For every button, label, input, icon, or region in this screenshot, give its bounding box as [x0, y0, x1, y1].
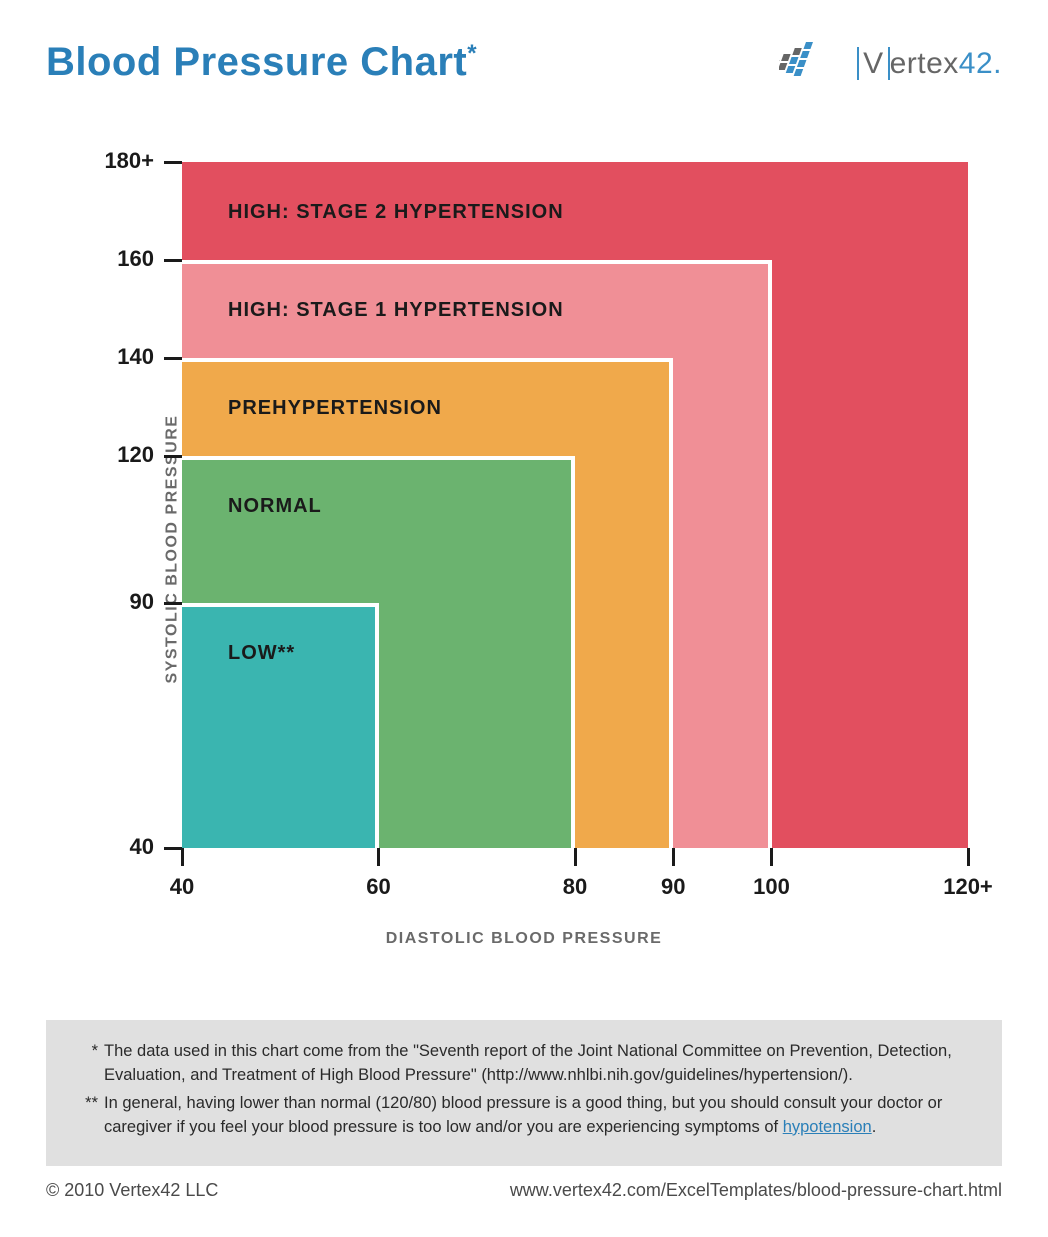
x-tick-label: 40: [170, 874, 194, 900]
x-tick: [574, 848, 577, 866]
logo-text-42: 42: [959, 47, 993, 80]
chart: SYSTOLIC BLOOD PRESSURE HIGH: STAGE 2 HY…: [46, 146, 1002, 986]
region-label-stage1: HIGH: STAGE 1 HYPERTENSION: [228, 299, 564, 322]
plot-area: HIGH: STAGE 2 HYPERTENSION HIGH: STAGE 1 …: [182, 162, 968, 848]
x-tick-label: 120+: [943, 874, 993, 900]
x-tick: [967, 848, 970, 866]
y-tick: [164, 259, 182, 262]
copyright-text: © 2010 Vertex42 LLC: [46, 1180, 218, 1201]
bottom-bar: © 2010 Vertex42 LLC www.vertex42.com/Exc…: [46, 1166, 1002, 1201]
y-tick: [164, 602, 182, 605]
y-tick-label: 120: [84, 442, 154, 468]
logo-mark-icon: [779, 42, 841, 86]
x-tick-label: 60: [366, 874, 390, 900]
title-text: Blood Pressure Chart: [46, 40, 467, 84]
x-tick: [672, 848, 675, 866]
footnote-box: *The data used in this chart come from t…: [46, 1020, 1002, 1166]
footnote-row: *The data used in this chart come from t…: [72, 1040, 976, 1088]
y-tick: [164, 357, 182, 360]
y-tick-label: 140: [84, 344, 154, 370]
x-tick-label: 90: [661, 874, 685, 900]
footnote-text: In general, having lower than normal (12…: [104, 1092, 976, 1140]
footnote-mark: **: [72, 1092, 104, 1116]
y-tick: [164, 161, 182, 164]
x-tick: [181, 848, 184, 866]
source-url: www.vertex42.com/ExcelTemplates/blood-pr…: [510, 1180, 1002, 1201]
logo-text-v-icon: V: [857, 47, 890, 80]
header: Blood Pressure Chart*: [46, 40, 1002, 86]
logo-text: Vertex42.: [855, 47, 1002, 81]
footnote-link[interactable]: hypotension: [783, 1118, 872, 1136]
page-title: Blood Pressure Chart*: [46, 40, 477, 85]
y-tick-label: 180+: [84, 148, 154, 174]
x-tick: [770, 848, 773, 866]
y-tick-label: 90: [84, 589, 154, 615]
region-label-stage2: HIGH: STAGE 2 HYPERTENSION: [228, 201, 564, 224]
footnote-row: **In general, having lower than normal (…: [72, 1092, 976, 1140]
logo-text-main: ertex: [890, 47, 959, 80]
x-tick-label: 80: [563, 874, 587, 900]
region-low: [182, 603, 379, 848]
title-asterisk: *: [467, 40, 477, 67]
logo: Vertex42.: [779, 42, 1002, 86]
y-tick: [164, 847, 182, 850]
x-tick: [377, 848, 380, 866]
footnote-mark: *: [72, 1040, 104, 1064]
y-tick: [164, 455, 182, 458]
footnote-text: The data used in this chart come from th…: [104, 1040, 976, 1088]
y-tick-label: 40: [84, 834, 154, 860]
region-label-prehyp: PREHYPERTENSION: [228, 397, 442, 420]
region-label-normal: NORMAL: [228, 495, 322, 518]
x-axis-label: DIASTOLIC BLOOD PRESSURE: [386, 930, 663, 948]
region-label-low: LOW**: [228, 642, 295, 665]
x-tick-label: 100: [753, 874, 790, 900]
y-tick-label: 160: [84, 246, 154, 272]
